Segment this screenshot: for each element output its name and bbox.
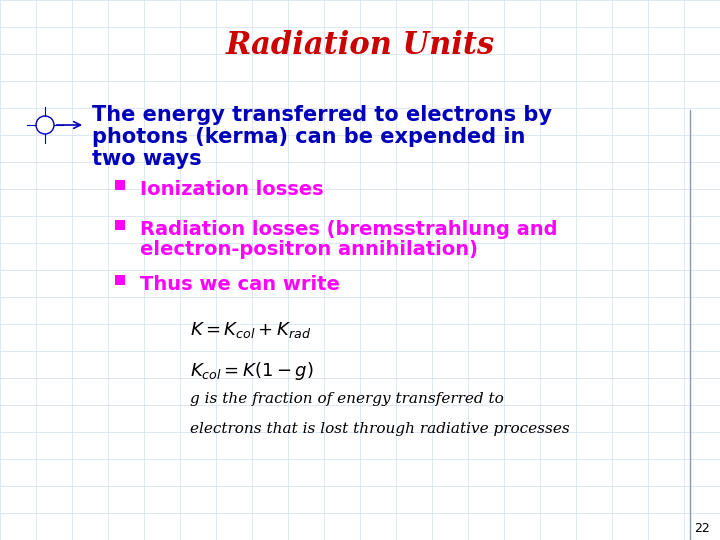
Text: g is the fraction of energy transferred to: g is the fraction of energy transferred …: [190, 392, 504, 406]
Bar: [115, 180, 125, 190]
Text: $K = K_{col} + K_{rad}$: $K = K_{col} + K_{rad}$: [190, 320, 311, 340]
Text: photons (kerma) can be expended in: photons (kerma) can be expended in: [92, 127, 526, 147]
Text: 22: 22: [694, 522, 710, 535]
Text: electrons that is lost through radiative processes: electrons that is lost through radiative…: [190, 422, 570, 436]
Text: two ways: two ways: [92, 149, 202, 169]
Text: Radiation losses (bremsstrahlung and: Radiation losses (bremsstrahlung and: [140, 220, 557, 239]
Text: Thus we can write: Thus we can write: [140, 275, 340, 294]
Text: Radiation Units: Radiation Units: [225, 30, 495, 61]
Bar: [115, 275, 125, 285]
Text: The energy transferred to electrons by: The energy transferred to electrons by: [92, 105, 552, 125]
Text: Ionization losses: Ionization losses: [140, 180, 323, 199]
Text: electron-positron annihilation): electron-positron annihilation): [140, 240, 478, 259]
Bar: [115, 220, 125, 230]
Text: $K_{col} = K(1 - g)$: $K_{col} = K(1 - g)$: [190, 360, 314, 382]
